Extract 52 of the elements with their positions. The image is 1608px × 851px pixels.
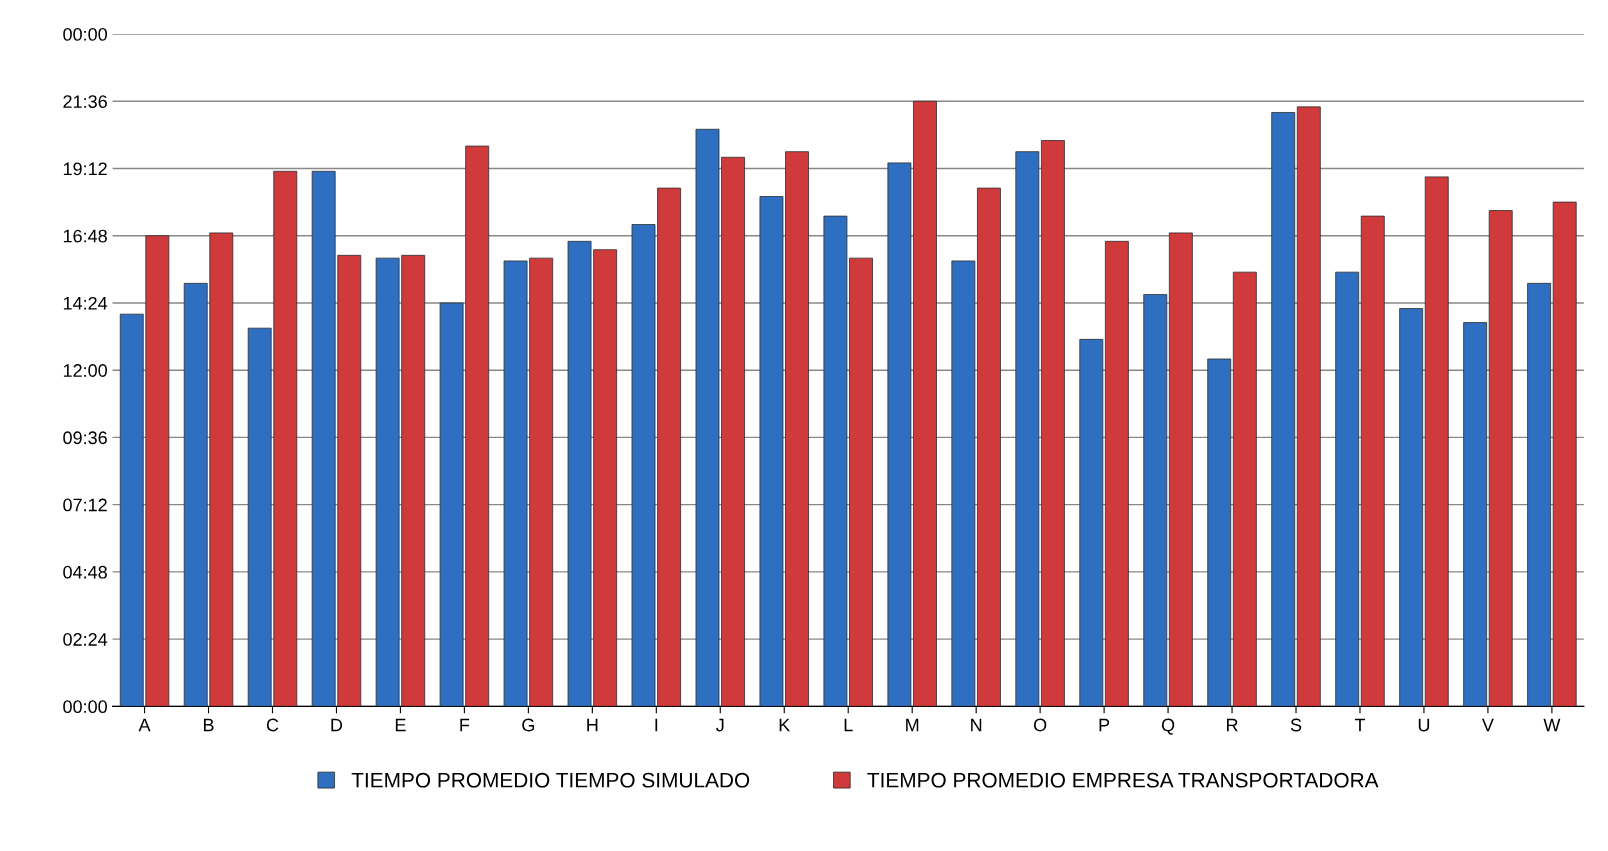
x-tick-label: V (1481, 718, 1494, 732)
y-tick-label: 19:12 (63, 162, 107, 176)
bar (1104, 240, 1129, 707)
x-tick-label: W (1543, 718, 1561, 732)
x-tick-label: N (971, 718, 982, 732)
x-tick-label: G (522, 718, 535, 732)
bar (1463, 322, 1488, 707)
x-tick-label: M (906, 718, 919, 732)
x-tick-label: D (331, 718, 343, 732)
bar (1296, 106, 1321, 707)
y-tick-label: 12:00 (63, 364, 107, 377)
legend-label: TIEMPO PROMEDIO EMPRESA TRANSPORTADORA (867, 772, 1379, 788)
legend-label: TIEMPO PROMEDIO TIEMPO SIMULADO (351, 772, 750, 788)
bar (1168, 232, 1193, 707)
x-tick-label: I (655, 718, 658, 732)
bar (1488, 210, 1513, 707)
y-tick-label: 14:24 (63, 296, 108, 310)
y-tick-label: 00:00 (63, 27, 107, 41)
x-tick-label: H (587, 718, 598, 732)
x-tick-label: T (1354, 718, 1366, 732)
y-tick-label: 04:48 (63, 565, 107, 579)
x-tick-label: U (1418, 718, 1430, 732)
x-tick-label: R (1227, 718, 1238, 732)
bar (1335, 271, 1360, 707)
y-tick-label: 09:36 (63, 431, 107, 445)
bar (1552, 201, 1577, 707)
bar (1399, 308, 1424, 707)
bar (1360, 215, 1385, 707)
x-tick-label: P (1099, 718, 1110, 732)
bar (1527, 282, 1552, 707)
y-tick-label: 02:24 (63, 633, 108, 646)
y-tick-label: 16:48 (63, 229, 107, 243)
bar (1079, 338, 1104, 707)
y-tick-label: 21:36 (63, 95, 107, 108)
y-tick-label: 00:00 (63, 700, 107, 714)
bar (1207, 358, 1232, 707)
bar (1143, 294, 1168, 707)
bar (1271, 112, 1296, 707)
x-tick-label: A (138, 718, 151, 732)
x-tick-label: J (716, 718, 724, 732)
x-tick-label: B (203, 718, 214, 732)
x-tick-label: L (844, 718, 853, 732)
x-tick-label: S (1290, 718, 1302, 732)
x-tick-label: F (460, 718, 470, 732)
x-tick-label: E (395, 718, 406, 732)
x-tick-label: K (779, 718, 791, 732)
x-tick-label: O (1033, 718, 1047, 732)
bar (1232, 271, 1257, 707)
y-tick-label: 07:12 (63, 498, 107, 512)
bar (1424, 176, 1449, 707)
x-tick-label: Q (1161, 718, 1175, 735)
x-tick-label: C (266, 718, 279, 732)
